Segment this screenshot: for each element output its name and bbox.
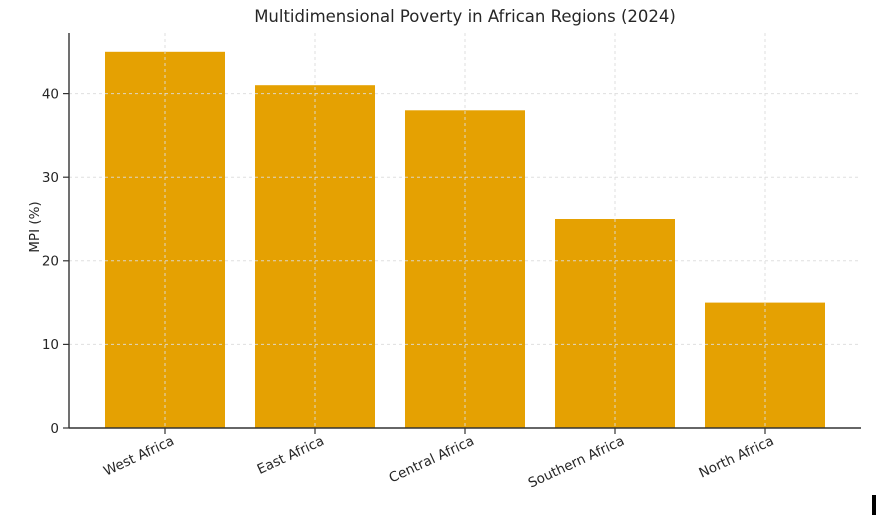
y-tick-label: 40	[42, 86, 59, 102]
chart-title: Multidimensional Poverty in African Regi…	[254, 7, 676, 26]
text-cursor-artifact	[872, 495, 876, 515]
y-tick-label: 30	[42, 170, 59, 186]
y-tick-label: 20	[42, 254, 59, 270]
y-tick-label: 0	[50, 421, 59, 437]
y-tick-label: 10	[42, 337, 59, 353]
